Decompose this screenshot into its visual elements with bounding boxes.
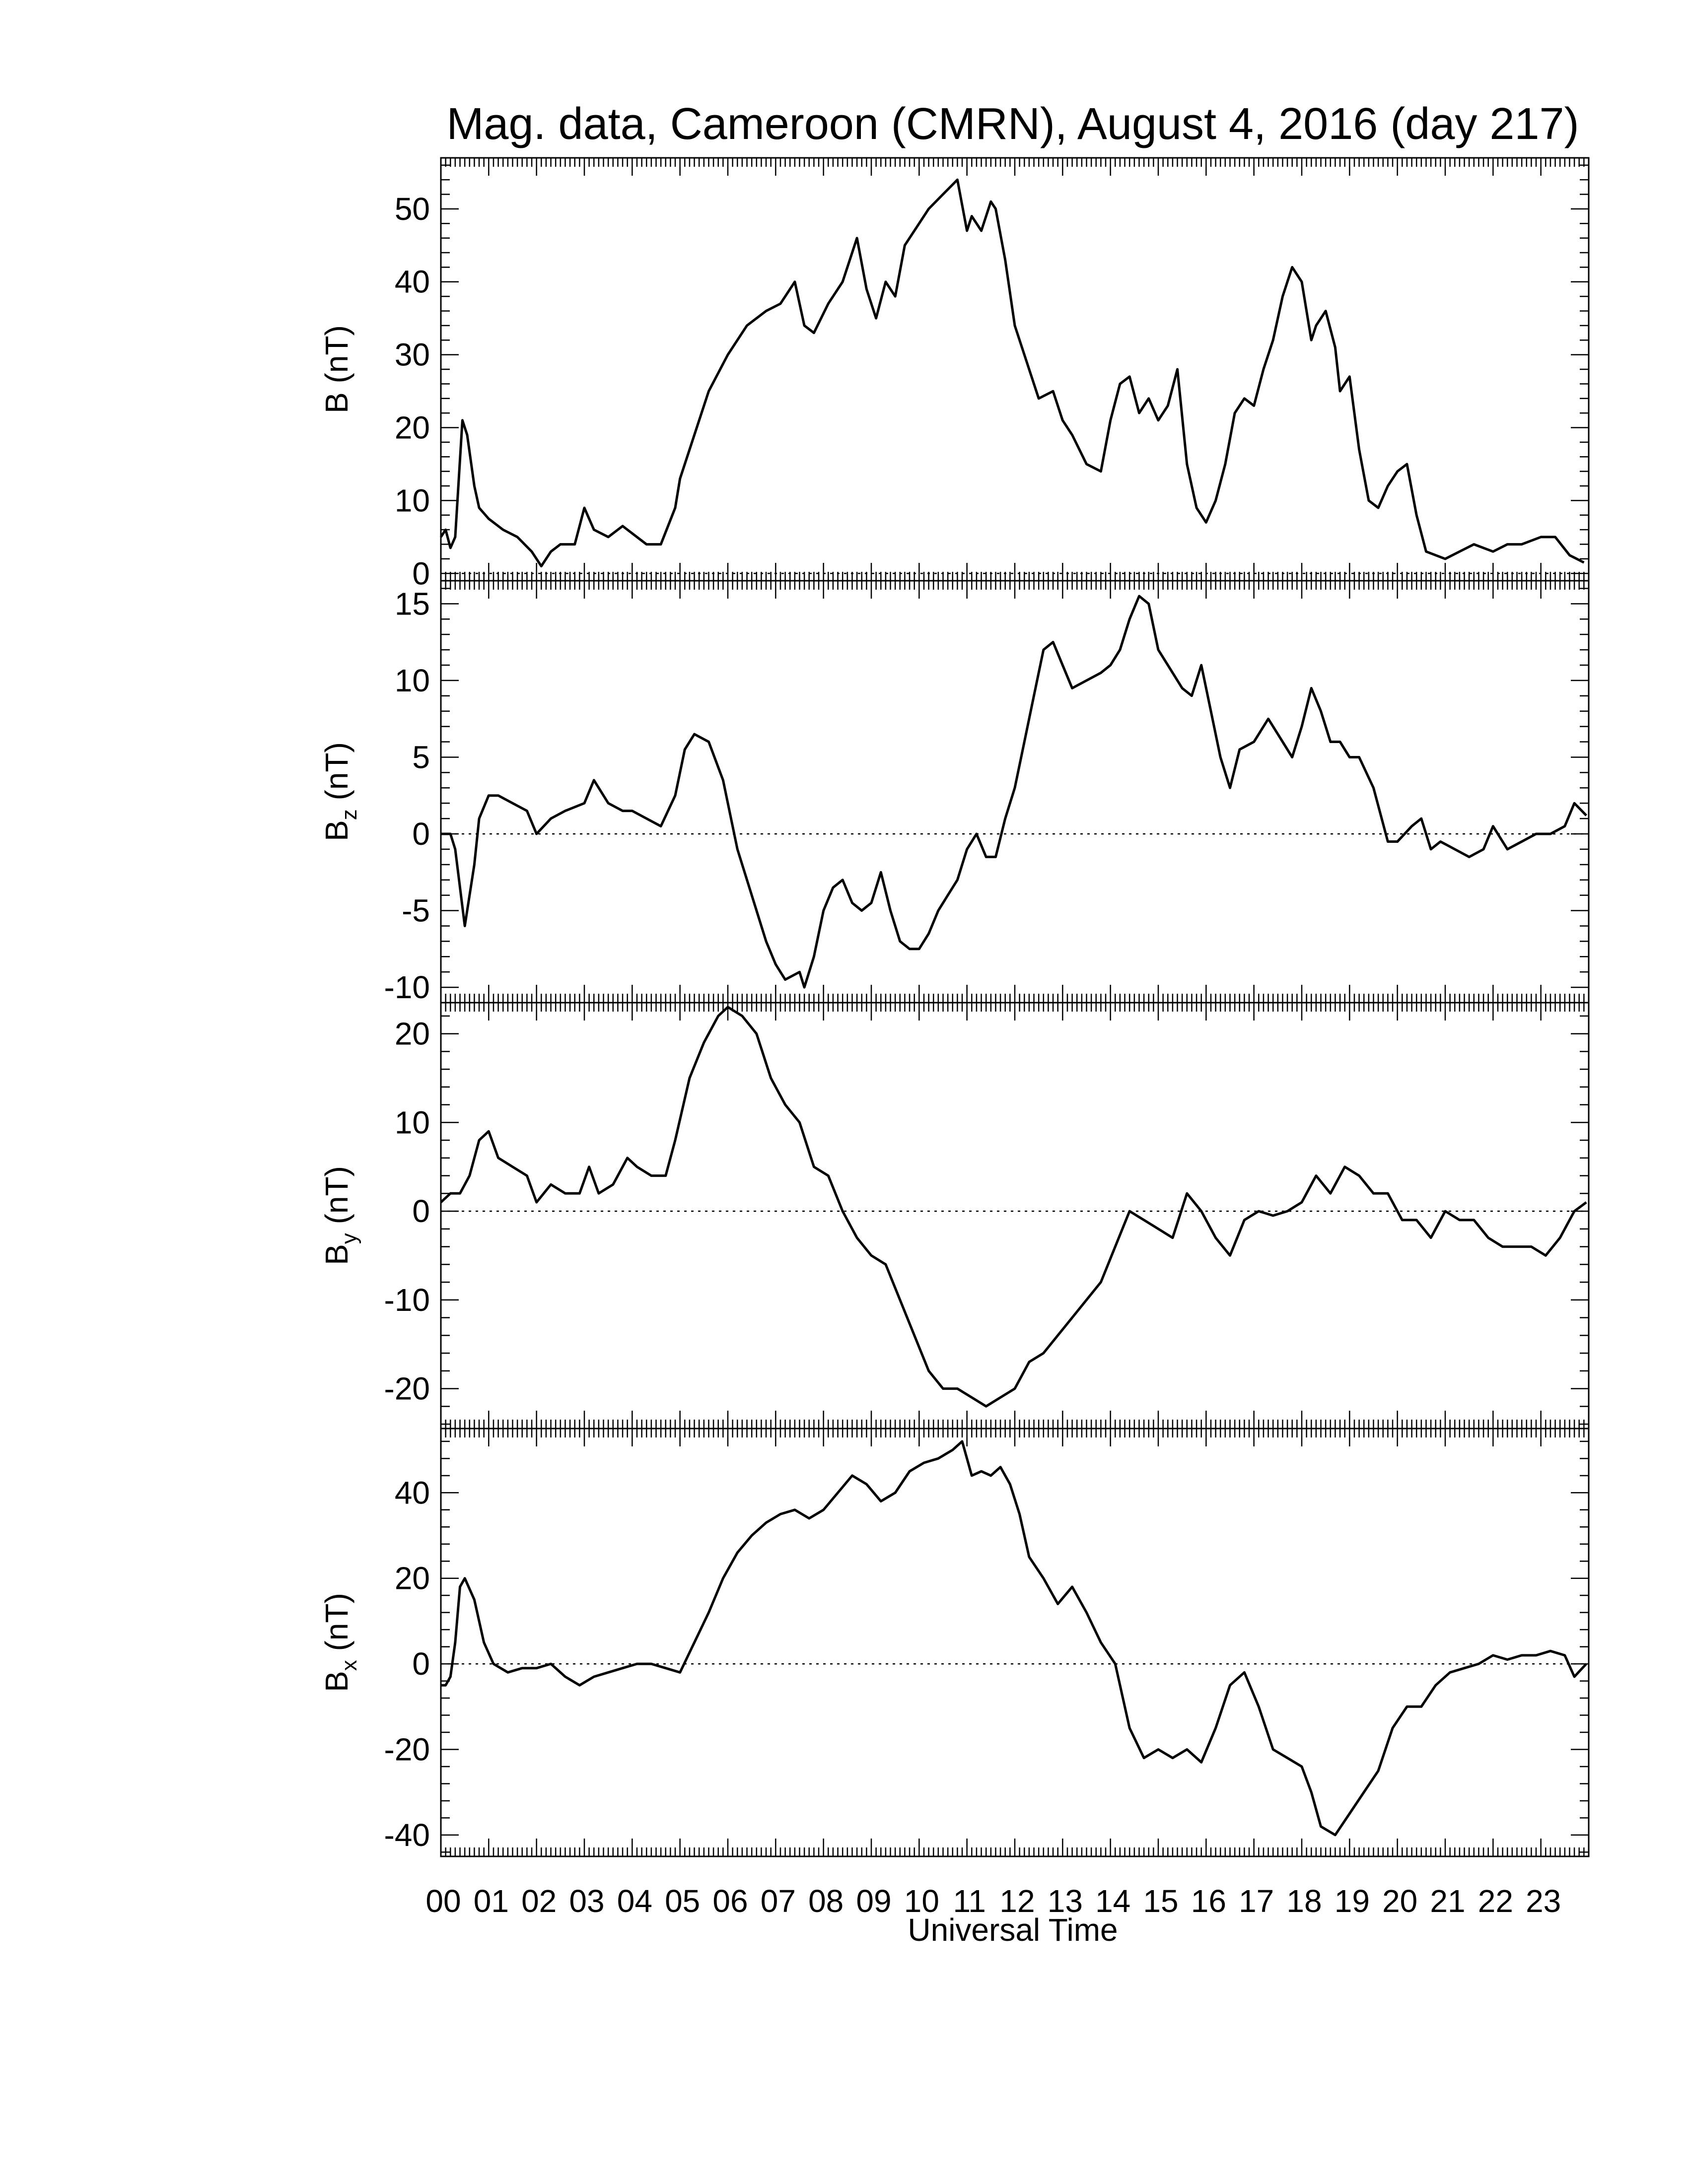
- x-tick-label: 21: [1430, 1883, 1465, 1919]
- panel-2: -20 -10 0 10 20 By (nT): [319, 1002, 1590, 1430]
- x-tick-label: 08: [808, 1883, 844, 1919]
- y-tick-label: 15: [395, 586, 430, 621]
- plot-frame: [440, 1002, 1590, 1430]
- y-tick-label: 5: [412, 739, 430, 775]
- series-line: [440, 1006, 1587, 1408]
- x-tick-label: 02: [521, 1883, 557, 1919]
- x-tick-label: 09: [856, 1883, 891, 1919]
- y-tick-label: 10: [395, 663, 430, 698]
- y-tick-label: 0: [412, 816, 430, 852]
- y-tick-label: -20: [384, 1371, 430, 1407]
- panel-1: -10 -5 0 5 10 15 Bz (nT): [319, 580, 1590, 1005]
- x-tick-label: 13: [1048, 1883, 1083, 1919]
- y-tick-label: 50: [395, 191, 430, 227]
- x-tick-label: 05: [665, 1883, 700, 1919]
- chart-title: Mag. data, Cameroon (CMRN), August 4, 20…: [446, 99, 1579, 149]
- x-tick-label: 17: [1239, 1883, 1274, 1919]
- plot-frame: [440, 1428, 1590, 1857]
- y-axis-label: Bx (nT): [319, 1593, 361, 1692]
- y-tick-label: -40: [384, 1817, 430, 1853]
- y-tick-label: -20: [384, 1732, 430, 1768]
- y-tick-label: 0: [412, 1646, 430, 1682]
- y-tick-label: 10: [395, 1104, 430, 1140]
- x-tick-label: 01: [474, 1883, 509, 1919]
- x-tick-label: 06: [712, 1883, 748, 1919]
- y-tick-label: -5: [402, 893, 430, 929]
- x-tick-label: 20: [1382, 1883, 1417, 1919]
- y-tick-label: 10: [395, 482, 430, 518]
- x-tick-label: 00: [425, 1883, 461, 1919]
- panel-0: 0 10 20 30 40 50 B (nT): [319, 157, 1590, 591]
- y-axis-label: By (nT): [319, 1166, 361, 1265]
- y-tick-label: 40: [395, 264, 430, 300]
- y-axis-label: B (nT): [319, 325, 354, 413]
- series-line: [439, 178, 1585, 568]
- y-tick-label: 20: [395, 410, 430, 446]
- x-tick-label: 19: [1335, 1883, 1370, 1919]
- y-tick-label: -10: [384, 969, 430, 1005]
- x-tick-label: 16: [1191, 1883, 1226, 1919]
- y-tick-label: 20: [395, 1016, 430, 1052]
- panels: 0 10 20 30 40 50 B (nT) -10 -5 0 5 10 15 Bz (nT) -20 -1…: [319, 157, 1590, 1857]
- series-line: [441, 1440, 1588, 1837]
- x-tick-label: 10: [904, 1883, 939, 1919]
- x-tick-label: 22: [1478, 1883, 1513, 1919]
- x-tick-label: 12: [999, 1883, 1035, 1919]
- x-tick-label: 15: [1143, 1883, 1178, 1919]
- x-tick-label: 07: [761, 1883, 796, 1919]
- y-tick-label: 30: [395, 337, 430, 373]
- x-tick-label: 03: [569, 1883, 604, 1919]
- y-tick-label: 40: [395, 1475, 430, 1510]
- x-tick-label: 11: [953, 1883, 985, 1919]
- y-tick-label: 20: [395, 1561, 430, 1596]
- y-tick-label: 0: [412, 1193, 430, 1229]
- panel-3: -40 -20 0 20 40 Bx (nT): [319, 1428, 1590, 1857]
- x-tick-label: 04: [617, 1883, 652, 1919]
- y-tick-label: 0: [412, 555, 430, 591]
- x-tick-label: 23: [1526, 1883, 1561, 1919]
- series-line: [441, 595, 1587, 989]
- x-tick-labels: 00 01 02 03 04 05 06 07 08 09 10 11 12 13 14 15 16 17 18 19…: [425, 1883, 1561, 1919]
- y-tick-label: -10: [384, 1282, 430, 1318]
- x-tick-label: 18: [1286, 1883, 1322, 1919]
- y-axis-label: Bz (nT): [319, 742, 361, 841]
- x-axis-label: Universal Time: [908, 1912, 1118, 1948]
- x-tick-label: 14: [1095, 1883, 1130, 1919]
